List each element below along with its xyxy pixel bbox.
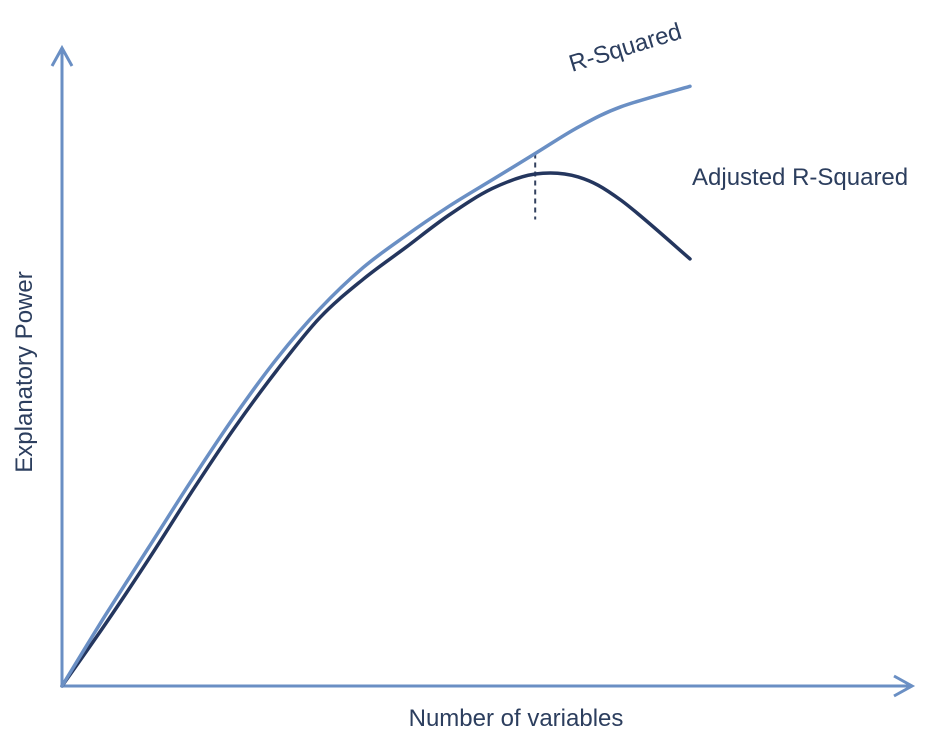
- series-label-r-squared: R-Squared: [566, 18, 685, 78]
- axes: [50, 44, 916, 698]
- series-label-adjusted-r-squared: Adjusted R-Squared: [692, 164, 908, 191]
- y-axis-arrow: [50, 44, 74, 67]
- x-axis-title: Number of variables: [409, 705, 624, 732]
- series-line-adjusted-r-squared: [60, 171, 692, 688]
- series-layer: [60, 84, 692, 688]
- series-line-r-squared: [60, 84, 692, 688]
- y-axis-title: Explanatory Power: [11, 271, 38, 472]
- x-axis-arrow: [893, 674, 916, 698]
